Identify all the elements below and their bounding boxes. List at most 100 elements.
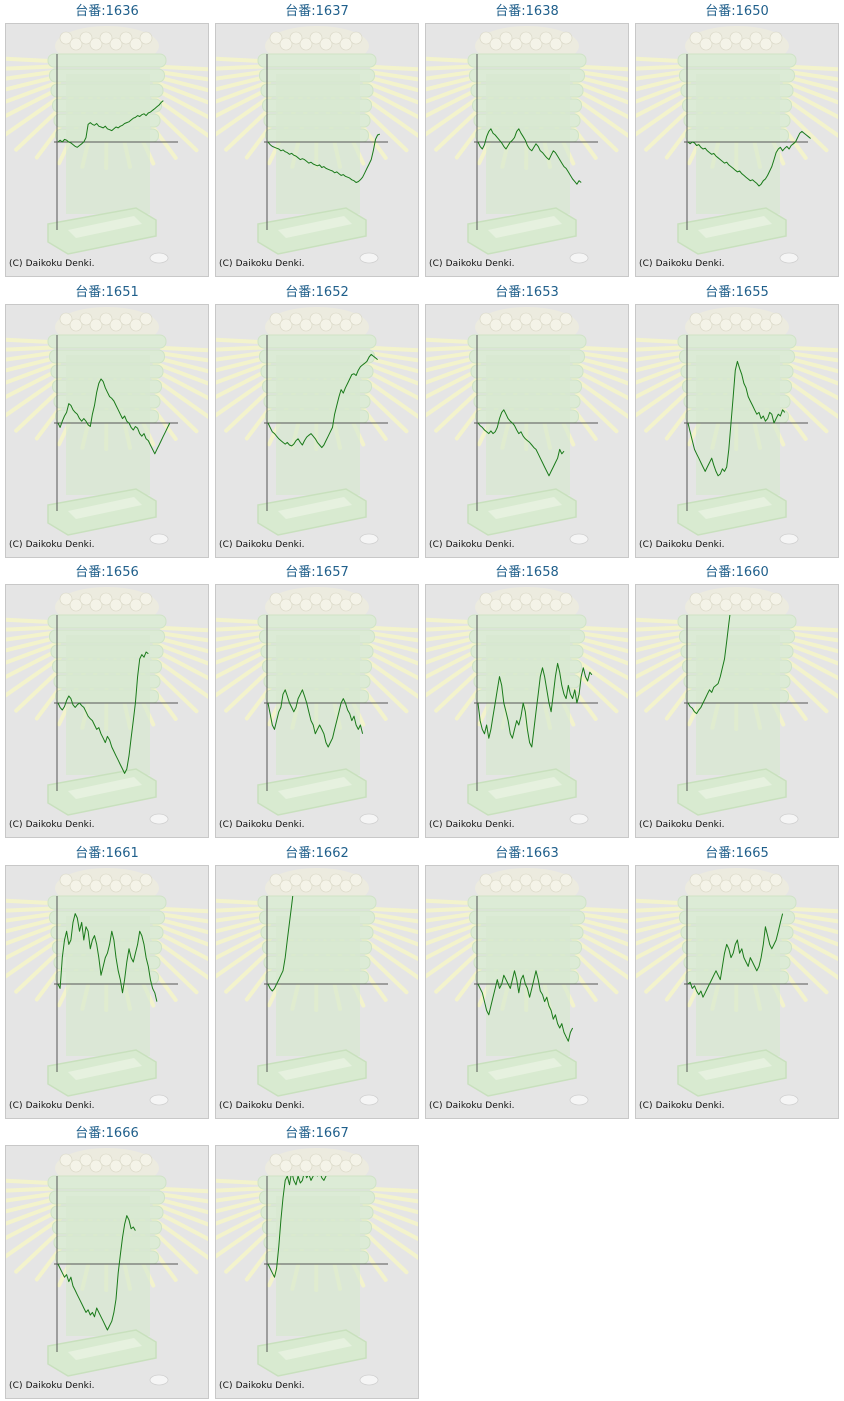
coin-shape — [79, 312, 93, 325]
burst-ray — [636, 355, 688, 372]
machine-title-link[interactable]: 台番:1636 — [75, 4, 139, 19]
ball-shape — [779, 1094, 799, 1105]
coin-shape — [499, 592, 513, 606]
burst-ray — [579, 345, 628, 352]
ball-shape — [359, 533, 379, 544]
series-line — [477, 969, 574, 1042]
graph-frame: (C) Daikoku Denki. — [425, 23, 629, 277]
bottom-tray-inner-shape — [488, 216, 562, 238]
machine-title-link[interactable]: 台番:1652 — [285, 284, 349, 300]
coin-shape — [709, 592, 723, 606]
coin-shape — [489, 37, 503, 51]
machine-title-link[interactable]: 台番:1637 — [285, 4, 349, 19]
tray-body-shape — [486, 354, 570, 495]
coin-shape — [529, 879, 543, 892]
graph-frame: (C) Daikoku Denki. — [215, 584, 419, 838]
ball-shape — [149, 1374, 169, 1386]
machine-title-link[interactable]: 台番:1662 — [285, 845, 349, 861]
coin-shape — [129, 318, 143, 331]
burst-ray — [6, 337, 55, 344]
machine-title-link[interactable]: 台番:1663 — [495, 845, 559, 861]
burst-ray — [147, 84, 208, 120]
tray-shape — [467, 614, 587, 629]
burst-ray — [156, 636, 208, 654]
tray-shape — [467, 334, 587, 348]
copyright-text: (C) Daikoku Denki. — [429, 259, 515, 269]
tray-body-shape — [276, 1196, 360, 1336]
machine-title-link[interactable]: 台番:1657 — [285, 565, 349, 580]
series-line — [57, 378, 171, 454]
burst-ray — [216, 79, 272, 104]
coin-shape — [729, 31, 743, 45]
machine-title-link[interactable]: 台番:1653 — [495, 284, 559, 300]
machine-title-link[interactable]: 台番:1667 — [285, 1126, 349, 1141]
burst-ray — [369, 345, 418, 352]
tray-body-shape — [66, 635, 150, 775]
burst-ray — [777, 84, 838, 120]
coin-shape — [549, 879, 563, 892]
burst-ray — [6, 1206, 66, 1241]
burst-ray — [152, 641, 208, 666]
burst-ray — [147, 925, 208, 961]
tray-body-shape — [276, 635, 360, 775]
machine-title-link[interactable]: 台番:1666 — [75, 1126, 139, 1141]
coin-shape — [139, 312, 153, 325]
burst-ray — [777, 645, 838, 681]
coin-shape — [99, 31, 113, 45]
series-line — [267, 353, 378, 448]
coin-shape — [499, 312, 513, 325]
burst-ray — [147, 1206, 208, 1242]
machine-title-link[interactable]: 台番:1660 — [705, 565, 769, 580]
coin-shape — [689, 592, 703, 606]
copyright-text: (C) Daikoku Denki. — [9, 1381, 95, 1391]
bottom-tray-inner-shape — [68, 1338, 142, 1360]
bottom-tray-inner-shape — [278, 216, 352, 238]
coin-shape — [729, 592, 743, 606]
machine-title-link[interactable]: 台番:1655 — [705, 284, 769, 300]
burst-ray — [216, 56, 265, 64]
burst-ray — [216, 640, 272, 665]
burst-ray — [786, 355, 838, 373]
copyright-text: (C) Daikoku Denki. — [429, 1100, 515, 1111]
background-graphic — [426, 587, 628, 825]
burst-ray — [216, 74, 268, 92]
copyright-text: (C) Daikoku Denki. — [9, 820, 95, 830]
ball-shape — [779, 533, 799, 544]
machine-title-link[interactable]: 台番:1651 — [75, 284, 139, 300]
coin-shape — [89, 318, 103, 331]
burst-ray — [426, 916, 478, 933]
burst-ray — [6, 69, 56, 81]
coin-shape — [509, 879, 523, 892]
slump-graph — [6, 867, 208, 1105]
ball-shape — [149, 252, 169, 264]
graph-frame: (C) Daikoku Denki. — [425, 864, 629, 1119]
tray-body-shape — [696, 635, 780, 775]
machine-title-link[interactable]: 台番:1658 — [495, 565, 559, 580]
slump-graph — [216, 26, 418, 264]
machine-title-link[interactable]: 台番:1656 — [75, 565, 139, 580]
coin-shape — [529, 318, 543, 331]
burst-ray — [576, 916, 628, 934]
coin-shape — [269, 592, 283, 606]
burst-ray — [579, 64, 628, 72]
coin-shape — [689, 873, 703, 886]
slump-graph — [216, 306, 418, 544]
ball-shape — [149, 1094, 169, 1105]
burst-ray — [6, 1178, 55, 1186]
chart-card: 台番:1658 (C) Daikoku Denki. — [425, 562, 629, 838]
machine-title-link[interactable]: 台番:1650 — [705, 4, 769, 19]
burst-ray — [6, 1186, 55, 1193]
copyright-text: (C) Daikoku Denki. — [219, 820, 305, 830]
burst-ray — [362, 641, 418, 666]
burst-ray — [636, 640, 692, 665]
tray-body-shape — [66, 354, 150, 495]
coin-shape — [269, 1153, 283, 1167]
coin-shape — [499, 873, 513, 886]
machine-title-link[interactable]: 台番:1661 — [75, 845, 139, 861]
machine-title-link[interactable]: 台番:1638 — [495, 4, 559, 19]
coin-shape — [349, 873, 363, 886]
coin-shape — [279, 598, 293, 612]
machine-title-link[interactable]: 台番:1665 — [705, 845, 769, 861]
copyright-text: (C) Daikoku Denki. — [219, 539, 305, 550]
graph-frame: (C) Daikoku Denki. — [425, 303, 629, 558]
